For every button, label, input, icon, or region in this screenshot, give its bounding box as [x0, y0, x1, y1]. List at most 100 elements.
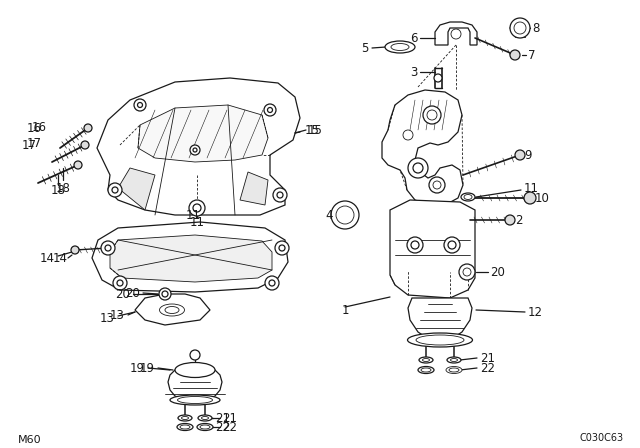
Circle shape	[403, 130, 413, 140]
Ellipse shape	[447, 357, 461, 363]
Text: 15: 15	[305, 124, 320, 137]
Polygon shape	[408, 298, 472, 342]
Text: 13: 13	[100, 311, 115, 324]
Circle shape	[113, 276, 127, 290]
Text: 8: 8	[532, 22, 540, 34]
Ellipse shape	[449, 368, 459, 372]
Circle shape	[524, 192, 536, 204]
Text: 7: 7	[528, 48, 536, 61]
Text: 14: 14	[40, 251, 55, 264]
Text: 13: 13	[110, 309, 125, 322]
Circle shape	[81, 141, 89, 149]
Text: 12: 12	[528, 306, 543, 319]
Text: 22: 22	[480, 362, 495, 375]
Circle shape	[265, 276, 279, 290]
Ellipse shape	[418, 366, 434, 374]
Circle shape	[134, 99, 146, 111]
Text: C030C63: C030C63	[580, 433, 624, 443]
Ellipse shape	[461, 193, 475, 201]
Circle shape	[505, 215, 515, 225]
Circle shape	[162, 291, 168, 297]
Circle shape	[105, 245, 111, 251]
Circle shape	[189, 200, 205, 216]
Text: 15: 15	[308, 124, 323, 137]
Circle shape	[279, 245, 285, 251]
Circle shape	[515, 150, 525, 160]
Circle shape	[268, 108, 273, 112]
Text: 17: 17	[27, 137, 42, 150]
Text: 11: 11	[186, 208, 200, 221]
Circle shape	[459, 264, 475, 280]
Circle shape	[408, 158, 428, 178]
Ellipse shape	[175, 362, 215, 378]
Circle shape	[427, 110, 437, 120]
Circle shape	[451, 29, 461, 39]
Circle shape	[336, 206, 354, 224]
Text: 16: 16	[32, 121, 47, 134]
Circle shape	[74, 161, 82, 169]
Text: 20: 20	[490, 266, 505, 279]
Circle shape	[264, 104, 276, 116]
Text: 21: 21	[480, 352, 495, 365]
Ellipse shape	[446, 366, 462, 374]
Circle shape	[411, 241, 419, 249]
Ellipse shape	[419, 357, 433, 363]
Circle shape	[138, 103, 143, 108]
Ellipse shape	[178, 415, 192, 421]
Polygon shape	[97, 78, 300, 215]
Polygon shape	[92, 222, 288, 292]
Text: 19: 19	[130, 362, 145, 375]
Circle shape	[269, 280, 275, 286]
Ellipse shape	[416, 335, 464, 345]
Circle shape	[423, 106, 441, 124]
Text: 14: 14	[53, 251, 68, 264]
Ellipse shape	[200, 425, 210, 429]
Text: 20: 20	[115, 288, 130, 301]
Text: 21: 21	[215, 412, 230, 425]
Text: 3: 3	[411, 65, 418, 78]
Text: 18: 18	[51, 184, 65, 197]
Ellipse shape	[165, 306, 179, 314]
Ellipse shape	[170, 395, 220, 405]
Circle shape	[514, 22, 526, 34]
Circle shape	[273, 188, 287, 202]
Text: 18: 18	[56, 181, 70, 194]
Text: 22: 22	[215, 421, 230, 434]
Text: 21: 21	[222, 412, 237, 425]
Text: 10: 10	[535, 191, 550, 204]
Ellipse shape	[159, 304, 184, 316]
Ellipse shape	[197, 423, 213, 431]
Text: 9: 9	[524, 148, 531, 161]
Ellipse shape	[422, 358, 429, 362]
Polygon shape	[240, 172, 268, 205]
Circle shape	[71, 246, 79, 254]
Text: 11: 11	[189, 215, 205, 228]
Circle shape	[463, 268, 471, 276]
Text: 2: 2	[515, 214, 522, 227]
Circle shape	[112, 187, 118, 193]
Text: M60: M60	[18, 435, 42, 445]
Circle shape	[193, 204, 201, 212]
Circle shape	[84, 124, 92, 132]
Circle shape	[331, 201, 359, 229]
Ellipse shape	[180, 425, 190, 429]
Ellipse shape	[391, 43, 409, 51]
Polygon shape	[390, 200, 475, 298]
Circle shape	[434, 74, 442, 82]
Circle shape	[433, 181, 441, 189]
Text: 4: 4	[325, 208, 333, 221]
Circle shape	[193, 148, 197, 152]
Text: 19: 19	[140, 362, 155, 375]
Text: 20: 20	[125, 287, 140, 300]
Ellipse shape	[182, 417, 189, 419]
Ellipse shape	[177, 423, 193, 431]
Circle shape	[444, 237, 460, 253]
Circle shape	[413, 163, 423, 173]
Polygon shape	[138, 105, 268, 162]
Ellipse shape	[421, 368, 431, 372]
Circle shape	[407, 237, 423, 253]
Polygon shape	[435, 22, 477, 45]
Circle shape	[190, 145, 200, 155]
Circle shape	[190, 350, 200, 360]
Ellipse shape	[177, 396, 212, 404]
